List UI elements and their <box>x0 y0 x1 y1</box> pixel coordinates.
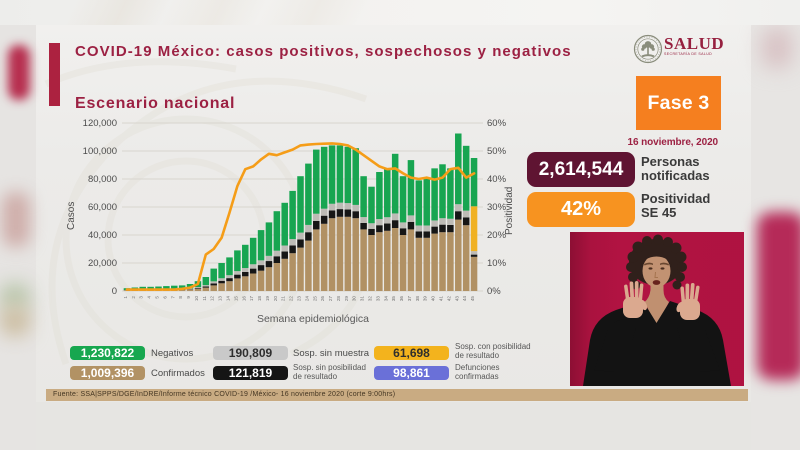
svg-text:39: 39 <box>423 296 428 302</box>
svg-text:10: 10 <box>194 296 199 302</box>
svg-text:20,000: 20,000 <box>88 258 117 269</box>
svg-text:6: 6 <box>162 296 167 299</box>
svg-text:9: 9 <box>186 296 191 299</box>
svg-text:40%: 40% <box>487 174 507 185</box>
svg-text:0%: 0% <box>487 286 501 297</box>
svg-text:42: 42 <box>446 296 451 302</box>
svg-text:24: 24 <box>304 296 309 302</box>
svg-text:31: 31 <box>360 296 365 302</box>
svg-text:43: 43 <box>454 296 459 302</box>
svg-text:50%: 50% <box>487 146 507 157</box>
svg-text:0: 0 <box>112 286 117 297</box>
svg-text:20%: 20% <box>487 230 507 241</box>
svg-text:1: 1 <box>123 296 128 299</box>
svg-text:13: 13 <box>218 296 223 302</box>
svg-text:4: 4 <box>147 296 152 299</box>
svg-text:28: 28 <box>336 296 341 302</box>
svg-text:29: 29 <box>344 296 349 302</box>
svg-text:30%: 30% <box>487 202 507 213</box>
svg-text:60,000: 60,000 <box>88 202 117 213</box>
svg-text:10%: 10% <box>487 258 507 269</box>
svg-text:19: 19 <box>265 296 270 302</box>
svg-text:35: 35 <box>391 296 396 302</box>
svg-text:32: 32 <box>368 296 373 302</box>
svg-text:44: 44 <box>462 296 467 302</box>
svg-text:34: 34 <box>383 296 388 302</box>
svg-text:7: 7 <box>170 296 175 299</box>
svg-text:18: 18 <box>257 296 262 302</box>
svg-text:30: 30 <box>352 296 357 302</box>
svg-text:2: 2 <box>131 296 136 299</box>
svg-text:80,000: 80,000 <box>88 174 117 185</box>
svg-text:40,000: 40,000 <box>88 230 117 241</box>
svg-text:3: 3 <box>139 296 144 299</box>
svg-text:15: 15 <box>233 296 238 302</box>
svg-text:45: 45 <box>470 296 475 302</box>
svg-text:22: 22 <box>289 296 294 302</box>
svg-text:38: 38 <box>415 296 420 302</box>
svg-text:36: 36 <box>399 296 404 302</box>
svg-text:40: 40 <box>431 296 436 302</box>
svg-text:23: 23 <box>297 296 302 302</box>
svg-text:37: 37 <box>407 296 412 302</box>
svg-text:Positividad: Positividad <box>504 187 515 235</box>
svg-text:33: 33 <box>375 296 380 302</box>
svg-text:5: 5 <box>155 296 160 299</box>
svg-text:100,000: 100,000 <box>83 146 117 157</box>
svg-text:Casos: Casos <box>66 202 77 230</box>
svg-text:11: 11 <box>202 296 207 301</box>
svg-text:16: 16 <box>241 296 246 302</box>
svg-text:60%: 60% <box>487 118 507 129</box>
svg-text:27: 27 <box>328 296 333 302</box>
svg-text:14: 14 <box>226 296 231 302</box>
svg-text:17: 17 <box>249 296 254 302</box>
svg-text:20: 20 <box>273 296 278 302</box>
svg-text:120,000: 120,000 <box>83 118 117 129</box>
svg-text:8: 8 <box>178 296 183 299</box>
svg-text:12: 12 <box>210 296 215 302</box>
svg-text:26: 26 <box>320 296 325 302</box>
svg-text:25: 25 <box>312 296 317 302</box>
svg-text:41: 41 <box>439 296 444 302</box>
svg-text:Semana epidemiológica: Semana epidemiológica <box>257 313 369 325</box>
svg-text:21: 21 <box>281 296 286 302</box>
